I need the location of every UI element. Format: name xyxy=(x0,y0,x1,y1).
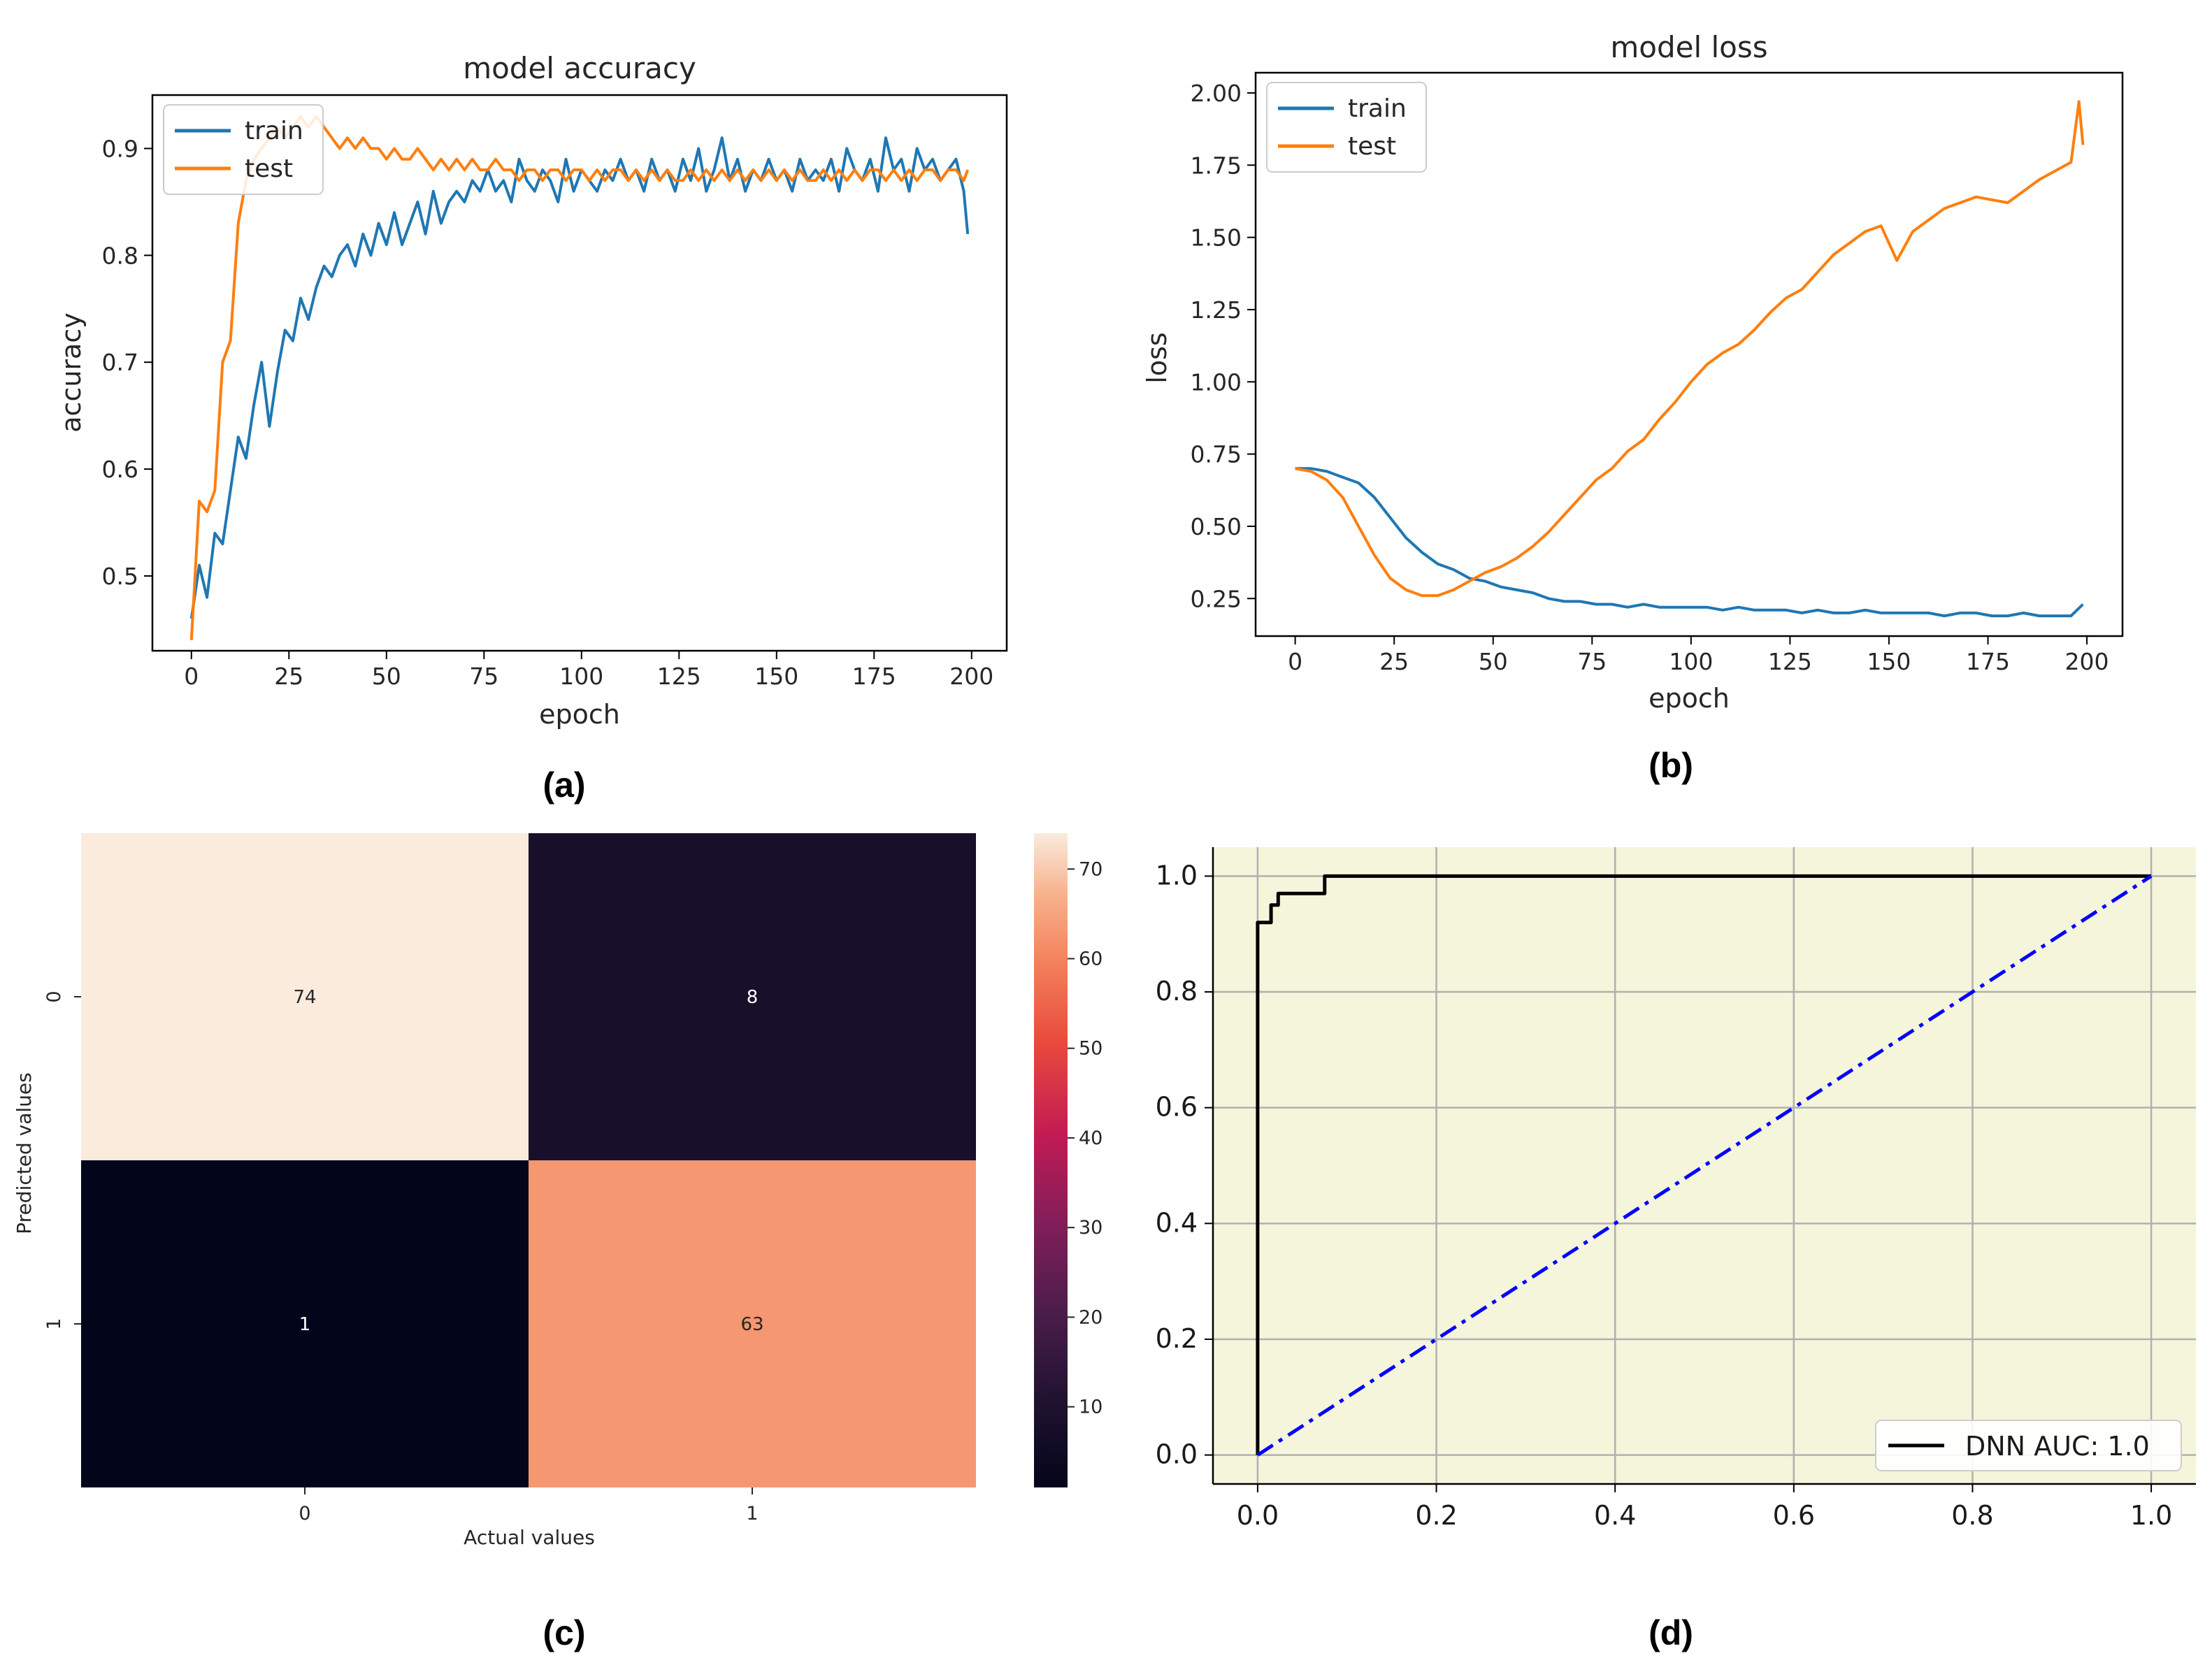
x-tick-label: 200 xyxy=(2065,648,2109,675)
y-tick-label: 1 xyxy=(43,1318,65,1329)
heatmap-cell xyxy=(81,833,529,1160)
y-tick-label: 0.4 xyxy=(1156,1207,1198,1238)
series-line-train xyxy=(189,136,970,619)
panel-c-xlabel: Actual values xyxy=(464,1526,595,1549)
panel-b-legend-box xyxy=(1266,82,1427,173)
colorbar-tick-label: 60 xyxy=(1079,949,1103,970)
panel-a-frame xyxy=(151,94,1008,652)
x-tick-label: 25 xyxy=(274,663,303,690)
y-tick-label: 2.00 xyxy=(1191,80,1242,107)
y-tick-label: 0.25 xyxy=(1191,585,1242,612)
x-tick-label: 175 xyxy=(1966,648,2010,675)
panel-a-xlabel: epoch xyxy=(539,699,620,730)
panel-d-legend: DNN AUC: 1.0 xyxy=(1875,1420,2182,1471)
heatmap-cell xyxy=(81,1160,529,1487)
y-tick-label: 0.9 xyxy=(102,135,138,162)
x-tick-label: 100 xyxy=(559,663,603,690)
colorbar-tick-label: 30 xyxy=(1079,1217,1103,1239)
panel-b-xlabel: epoch xyxy=(1649,683,1730,714)
y-tick-label: 0.0 xyxy=(1156,1439,1198,1470)
panel-label-d: (d) xyxy=(1649,1613,1693,1652)
panel-label-b: (b) xyxy=(1649,746,1693,785)
legend-label-train: train xyxy=(245,117,303,145)
x-tick-label: 0 xyxy=(184,663,199,690)
heatmap-cell-value: 8 xyxy=(747,987,759,1008)
series-line-train xyxy=(1295,467,2084,618)
y-tick-label: 1.75 xyxy=(1191,152,1242,179)
x-tick-label: 0.4 xyxy=(1594,1500,1636,1531)
x-tick-label: 150 xyxy=(1867,648,1911,675)
panel-c-ylabel: Predicted values xyxy=(13,1072,36,1234)
panel-b-frame xyxy=(1254,71,2124,637)
y-tick-label: 0.75 xyxy=(1191,441,1242,468)
y-tick-label: 0.2 xyxy=(1156,1323,1198,1354)
heatmap-cell xyxy=(529,1160,976,1487)
x-tick-label: 100 xyxy=(1669,648,1713,675)
panel-d-roc-chart: 0.0 0.2 0.4 0.6 0.8 1.0 0.0 0.2 0.4 0.6 0.8 1.0 DN… xyxy=(1156,847,2196,1652)
legend-label-test: test xyxy=(1348,132,1396,161)
legend-label-test: test xyxy=(245,154,293,183)
y-tick-label: 1.00 xyxy=(1191,368,1242,396)
colorbar-tick-label: 50 xyxy=(1079,1038,1103,1060)
y-tick-label: 0 xyxy=(43,990,65,1002)
panel-c-confusion-matrix: 74 81 63 0 101 Actual values Predicted valu… xyxy=(13,833,1103,1652)
legend-label-dnn: DNN AUC: 1.0 xyxy=(1965,1431,2150,1462)
x-tick-label: 0.8 xyxy=(1951,1500,1993,1531)
x-tick-label: 50 xyxy=(1479,648,1508,675)
x-tick-label: 200 xyxy=(949,663,993,690)
heatmap-cell-value: 1 xyxy=(299,1314,311,1335)
y-tick-label: 0.6 xyxy=(1156,1092,1198,1123)
y-tick-label: 0.50 xyxy=(1191,513,1242,540)
x-tick-label: 50 xyxy=(372,663,401,690)
colorbar-tick-label: 70 xyxy=(1079,858,1103,880)
y-tick-label: 0.7 xyxy=(102,349,138,376)
panel-a-accuracy-chart: 0 25 50 75 100 125 150 175 200 0.5 0.6 0.7 0.8 0.9 m… xyxy=(56,51,1008,805)
series-line-test xyxy=(1295,100,2085,598)
x-tick-label: 1 xyxy=(746,1503,758,1525)
y-tick-label: 0.6 xyxy=(102,456,138,483)
x-tick-label: 75 xyxy=(469,663,498,690)
panel-label-a: (a) xyxy=(543,765,585,805)
colorbar-tick-label: 40 xyxy=(1079,1127,1103,1149)
panel-b-loss-chart: 0 25 50 75 100 125 150 175 200 0.25 0.50 0.75 1.00 1… xyxy=(1142,30,2124,785)
panel-a-legend: train test xyxy=(163,104,324,195)
y-tick-label: 0.8 xyxy=(1156,976,1198,1007)
x-tick-label: 25 xyxy=(1379,648,1409,675)
panel-a-title: model accuracy xyxy=(463,51,696,85)
x-tick-label: 125 xyxy=(657,663,701,690)
legend-label-train: train xyxy=(1348,94,1407,123)
panel-a-ylabel: accuracy xyxy=(56,312,87,432)
x-tick-label: 0.2 xyxy=(1415,1500,1457,1531)
x-tick-label: 125 xyxy=(1768,648,1812,675)
panel-b-title: model loss xyxy=(1610,30,1767,64)
heatmap-cell-value: 74 xyxy=(293,987,316,1008)
series-line-dnn-auc-1-0 xyxy=(1256,874,2152,1455)
x-tick-label: 75 xyxy=(1577,648,1607,675)
y-tick-label: 1.50 xyxy=(1191,224,1242,252)
panel-b-legend: train test xyxy=(1266,82,1427,173)
y-tick-label: 1.0 xyxy=(1156,860,1198,891)
x-tick-label: 0 xyxy=(299,1503,310,1525)
x-tick-label: 0 xyxy=(1288,648,1302,675)
x-tick-label: 0.6 xyxy=(1773,1500,1815,1531)
y-tick-label: 0.5 xyxy=(102,563,138,590)
colorbar-tick-label: 10 xyxy=(1079,1397,1103,1418)
colorbar-tick-label: 20 xyxy=(1079,1306,1103,1328)
y-tick-label: 0.8 xyxy=(102,242,138,269)
panel-c-colorbar xyxy=(1034,833,1068,1487)
panel-a-legend-box xyxy=(163,104,324,195)
panel-d-legend-box xyxy=(1875,1420,2182,1471)
heatmap-cell-value: 63 xyxy=(740,1314,763,1335)
panel-label-c: (c) xyxy=(543,1613,585,1652)
x-tick-label: 150 xyxy=(754,663,798,690)
x-tick-label: 0.0 xyxy=(1237,1500,1279,1531)
x-tick-label: 175 xyxy=(852,663,896,690)
x-tick-label: 1.0 xyxy=(2130,1500,2172,1531)
heatmap-cell xyxy=(529,833,976,1160)
series-line-chance xyxy=(1256,874,2153,1457)
panel-b-ylabel: loss xyxy=(1142,332,1172,383)
y-tick-label: 1.25 xyxy=(1191,296,1242,324)
